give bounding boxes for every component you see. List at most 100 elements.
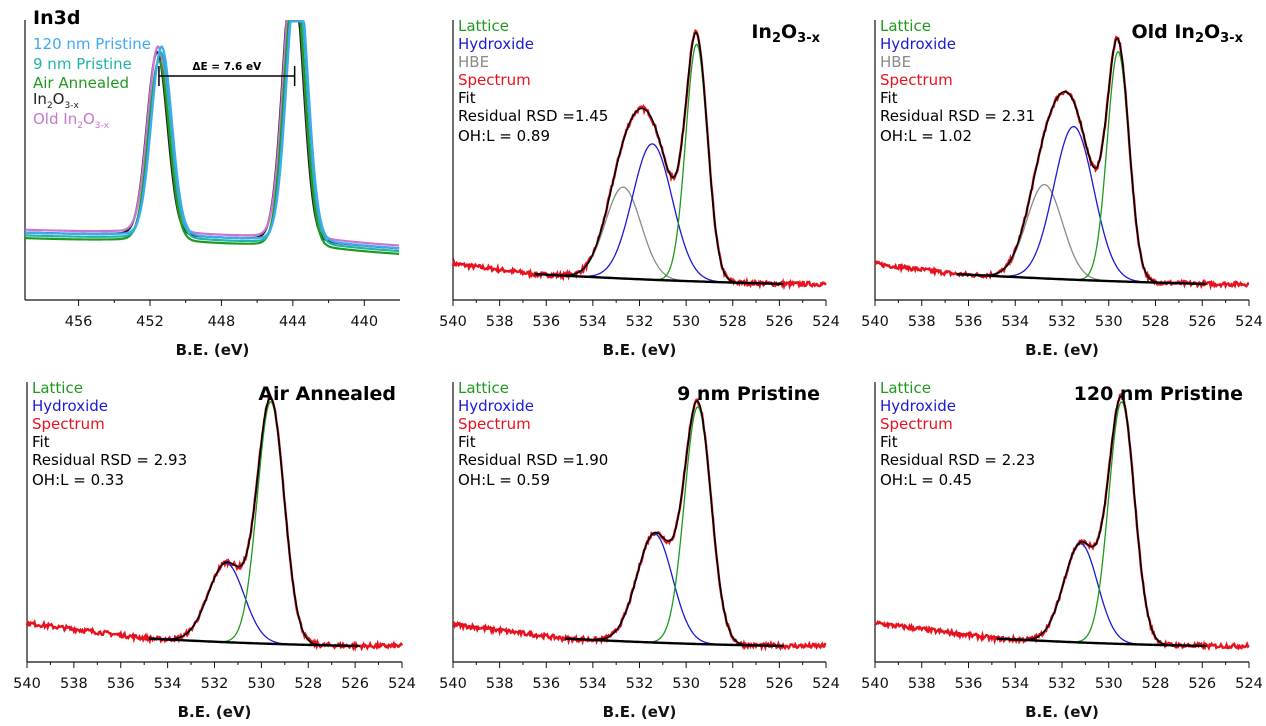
legend-hbe: HBE <box>880 53 911 71</box>
panel-o1s-2: 540 538 536 534 532 530 528 526 524 B.E. (eV) Latt… <box>861 17 1263 359</box>
x-tick-label: 534 <box>1001 314 1029 330</box>
x-tick-label: 448 <box>208 314 236 330</box>
lattice-component <box>148 401 360 647</box>
residual-rsd: Residual RSD = 2.23 <box>880 451 1035 469</box>
residual-rsd: Residual RSD =1.90 <box>458 451 608 469</box>
oh-l-ratio: OH:L = 0.33 <box>32 471 124 489</box>
x-tick-label: 538 <box>60 676 88 692</box>
x-tick-label: 532 <box>626 676 654 692</box>
lattice-component <box>564 406 785 647</box>
legend-spectrum: Spectrum <box>458 415 531 433</box>
fit-line <box>564 399 785 647</box>
x-tick-label: 524 <box>812 314 840 330</box>
residual-rsd: Residual RSD = 2.93 <box>32 451 187 469</box>
x-tick-label: 536 <box>955 314 983 330</box>
x-tick-label: 538 <box>908 676 936 692</box>
legend-fit: Fit <box>880 89 898 107</box>
x-tick-label: 530 <box>672 676 700 692</box>
x-tick-label: 528 <box>294 676 322 692</box>
oh-l-ratio: OH:L = 0.89 <box>458 127 550 145</box>
x-tick-label: 540 <box>861 314 889 330</box>
x-tick-label: 452 <box>136 314 164 330</box>
panel-title: Old In2O3-x <box>1131 21 1243 46</box>
text-part: In <box>33 90 47 108</box>
x-tick-label: 534 <box>579 676 607 692</box>
legend-lattice: Lattice <box>458 17 509 35</box>
legend-lattice: Lattice <box>32 379 83 397</box>
legend-hydroxide: Hydroxide <box>458 35 534 53</box>
fit-line <box>534 31 784 285</box>
oh-l-ratio: OH:L = 1.02 <box>880 127 972 145</box>
legend-entry: In2O3-x <box>33 90 79 111</box>
legend-spectrum: Spectrum <box>880 71 953 89</box>
x-tick-label: 534 <box>579 314 607 330</box>
legend-entry: 120 nm Pristine <box>33 35 151 53</box>
subscript: 3-x <box>64 101 79 111</box>
x-tick-label: 540 <box>439 676 467 692</box>
x-tick-label: 530 <box>248 676 276 692</box>
fit-line <box>148 397 360 647</box>
x-tick-label: 528 <box>719 314 747 330</box>
x-tick-label: 532 <box>201 676 229 692</box>
series-line-2 <box>24 20 400 255</box>
x-tick-label: 532 <box>1048 676 1076 692</box>
delta-e-label: ΔE = 7.6 eV <box>192 61 262 73</box>
x-tick-label: 524 <box>1235 314 1263 330</box>
x-tick-label: 528 <box>1142 314 1170 330</box>
panel-title: In3d <box>33 7 80 29</box>
text-part: O <box>83 110 95 128</box>
x-tick-label: 524 <box>1235 676 1263 692</box>
text-part: Old In <box>1131 21 1194 43</box>
x-axis-label: B.E. (eV) <box>603 341 677 359</box>
residual-rsd: Residual RSD =1.45 <box>458 107 608 125</box>
spectrum-line <box>451 28 827 291</box>
x-tick-label: 524 <box>388 676 416 692</box>
text-part: O <box>53 90 65 108</box>
x-tick-label: 526 <box>766 676 794 692</box>
spectrum-line <box>25 394 404 652</box>
x-axis-label: B.E. (eV) <box>1025 703 1099 721</box>
legend-fit: Fit <box>32 433 50 451</box>
x-tick-label: 532 <box>1048 314 1076 330</box>
x-axis-label: B.E. (eV) <box>1025 341 1099 359</box>
hydroxide-component <box>956 125 1207 285</box>
x-tick-label: 444 <box>279 314 307 330</box>
x-tick-label: 540 <box>861 676 889 692</box>
panel-title: Air Annealed <box>258 383 396 405</box>
legend-entry: Air Annealed <box>33 74 129 92</box>
legend-lattice: Lattice <box>880 17 931 35</box>
panel-o1s-1: 540 538 536 534 532 530 528 526 524 B.E. (eV) Latt… <box>439 17 840 359</box>
subscript: 2 <box>47 101 53 111</box>
x-tick-label: 540 <box>439 314 467 330</box>
panel-title: In2O3-x <box>751 21 820 46</box>
x-axis-label: B.E. (eV) <box>176 341 250 359</box>
legend-spectrum: Spectrum <box>880 415 953 433</box>
x-tick-label: 528 <box>719 676 747 692</box>
x-tick-label: 536 <box>532 314 560 330</box>
x-tick-label: 528 <box>1142 676 1170 692</box>
legend-entry: 9 nm Pristine <box>33 55 132 73</box>
subscript: 2 <box>772 31 781 46</box>
legend-spectrum: Spectrum <box>458 71 531 89</box>
legend-lattice: Lattice <box>880 379 931 397</box>
hydroxide-component <box>534 143 784 285</box>
text-part: O <box>781 21 797 43</box>
x-tick-label: 536 <box>955 676 983 692</box>
x-tick-label: 536 <box>107 676 135 692</box>
legend-hbe: HBE <box>458 53 489 71</box>
x-tick-label: 526 <box>1188 314 1216 330</box>
subscript: 2 <box>77 121 83 131</box>
lattice-component <box>956 51 1207 285</box>
text-part: O <box>1204 21 1220 43</box>
x-tick-label: 530 <box>1095 676 1123 692</box>
x-tick-label: 440 <box>350 314 378 330</box>
x-tick-label: 540 <box>13 676 41 692</box>
series-line-1 <box>24 20 400 247</box>
x-axis-label: B.E. (eV) <box>603 703 677 721</box>
subscript: 3-x <box>1220 31 1243 46</box>
legend-spectrum: Spectrum <box>32 415 105 433</box>
lattice-component <box>534 43 784 285</box>
subscript: 3-x <box>95 121 110 131</box>
panel-title: 9 nm Pristine <box>677 383 820 405</box>
